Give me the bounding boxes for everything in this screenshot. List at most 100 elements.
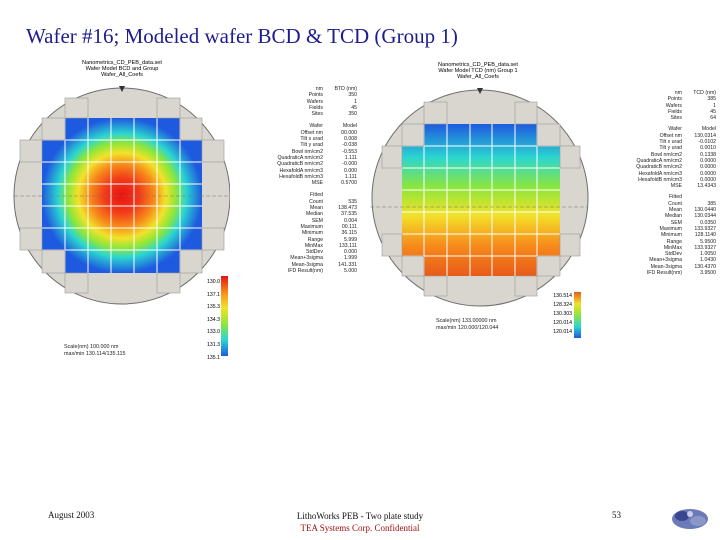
stat-label: StdDev [664, 251, 682, 258]
left-wafer-map [13, 86, 230, 305]
stat-label: Sites [311, 111, 323, 118]
stat-label: Fields [309, 104, 323, 111]
stat-value: 0.004 [344, 217, 357, 224]
stat-label: QuadraticB nm/cm2 [636, 164, 682, 171]
left-header-line1: Nanometrics_CD_PEB_data.set [82, 60, 162, 66]
stat-value: 0.008 [344, 136, 357, 143]
stat-label: Fields [668, 108, 682, 115]
stat-value: 64 [710, 115, 716, 122]
stat-label: Mean+3sigma [290, 255, 323, 262]
stat-value: 1 [354, 98, 357, 105]
stat-value: 0.000 [344, 167, 357, 174]
stat-value: 130.0314 [694, 132, 716, 139]
stat-value: -0.0102 [698, 139, 716, 146]
stat-label: Offset nm [300, 129, 323, 136]
stat-value: 130.0344 [694, 213, 716, 220]
right-cb-label: 130.514 [553, 293, 572, 299]
stat-value: 1.0430 [700, 257, 716, 264]
company-logo-icon [672, 509, 708, 529]
stat-label: Mean [310, 205, 323, 212]
right-colorbar [574, 292, 581, 338]
stat-label: Tilt y urad [659, 145, 682, 152]
stat-value: 5.9500 [700, 238, 716, 245]
left-cb-label: 134.3 [207, 316, 220, 323]
stat-value: 0.0000 [700, 157, 716, 164]
stat-label: Count [309, 198, 323, 205]
stat-value: 45 [351, 104, 357, 111]
stat-value: 45 [710, 108, 716, 115]
stat-value: 1.111 [344, 173, 357, 180]
stat-label: Maximum [300, 223, 323, 230]
right-header-line2: Wafer Model TCD (nm) Group 1 [438, 68, 518, 74]
stat-label: MSE [670, 183, 682, 190]
left-field-grid [42, 118, 202, 273]
stat-value: 0.000 [344, 249, 357, 256]
stat-value: 3.9500 [700, 270, 716, 277]
left-col1-header: nm [315, 86, 323, 92]
stat-value: -0.038 [342, 142, 357, 149]
stat-value: 1.999 [344, 255, 357, 262]
right-col1-header: nm [674, 90, 682, 96]
left-header-line2: Wafer Model BCD and Group [85, 66, 159, 72]
stat-label: Bowl nm/cm2 [650, 151, 682, 158]
stat-label: HexafoldA nm/cm3 [638, 170, 682, 177]
right-header-line1: Nanometrics_CD_PEB_data.set [438, 62, 518, 68]
right-colorbar-labels: 130.514 128.324 130.303 120.014 120.014 [546, 292, 572, 337]
left-scale-line2: max/min 130.114/135.115 [64, 351, 126, 357]
right-col2-header: TCD (nm) [693, 90, 716, 96]
stat-label: Mean [669, 207, 682, 214]
stat-label: Offset nm [659, 132, 682, 139]
slide-title: Wafer #16; Modeled wafer BCD & TCD (Grou… [26, 24, 458, 48]
right-heatmap [402, 124, 560, 276]
stat-label: QuadraticA nm/cm2 [277, 154, 323, 161]
stat-label: Mean+3sigma [649, 257, 682, 264]
left-scale-line1: Scale(nm) 100.000 nm [64, 344, 119, 350]
stat-label: Median [664, 213, 682, 220]
right-edge-fields [381, 101, 581, 297]
stat-label: HexafoldA nm/cm3 [279, 167, 323, 174]
stat-value: 37.535 [341, 211, 357, 218]
right-panel-header: Nanometrics_CD_PEB_data.set Wafer Model … [418, 62, 538, 80]
right-header-line3: Wafer_All_Coefs [457, 74, 499, 80]
footer-date: August 2003 [48, 510, 95, 520]
stat-value: 0.0350 [700, 219, 716, 226]
stat-value: 385 [707, 96, 716, 103]
stat-value: 128.1140 [694, 232, 716, 239]
left-cb-label: 135.1 [207, 354, 220, 361]
stat-value: -0.553 [342, 148, 357, 155]
left-col2-header: BTD (nm) [334, 86, 357, 92]
left-cb-label: 135.3 [207, 304, 220, 311]
stat-label: Range [307, 236, 323, 243]
stat-value: 350 [348, 111, 357, 118]
stat-label: MinMax [304, 242, 323, 249]
stat-label: IFD Result(nm) [287, 268, 323, 275]
left-header-line3: Wafer_All_Coefs [101, 72, 143, 78]
section-label: Model [701, 126, 716, 133]
stat-value: 1 [713, 102, 716, 109]
stat-label: Points [667, 96, 682, 103]
stat-label: Range [666, 238, 682, 245]
stat-value: 0.0000 [700, 170, 716, 177]
left-cb-label: 133.0 [207, 329, 220, 336]
right-wafer-map [370, 88, 589, 307]
stat-value: 130.0440 [694, 207, 716, 214]
stat-value: 1.0050 [700, 251, 716, 258]
right-stats-table: nm TCD (nm) Points 385 Wafers 1 Fields 45 Si… [598, 90, 716, 276]
left-notch-marker [119, 86, 125, 92]
stat-label: SEM [311, 217, 323, 224]
stat-value: 0.5700 [341, 180, 357, 187]
right-cb-label: 128.324 [553, 302, 572, 308]
stat-label: Minimum [301, 230, 323, 237]
stat-label: IFD Result(nm) [646, 270, 682, 277]
right-scale-line1: Scale(nm) 133.00000 nm [436, 318, 497, 324]
stat-value: 138.473 [338, 205, 357, 212]
footer-center-line1: LithoWorks PEB - Two plate study [296, 511, 424, 521]
stat-value: 133.9327 [694, 244, 716, 251]
stat-label: Mean-3sigma [650, 263, 682, 270]
stat-value: 133.9327 [694, 225, 716, 232]
stat-label: Points [308, 92, 323, 99]
stat-label: StdDev [305, 249, 323, 256]
footer-center-line2: TEA Systems Corp. Confidential [300, 523, 420, 533]
left-cb-label: 130.0 [207, 279, 220, 285]
left-cb-label: 131.3 [207, 341, 220, 348]
